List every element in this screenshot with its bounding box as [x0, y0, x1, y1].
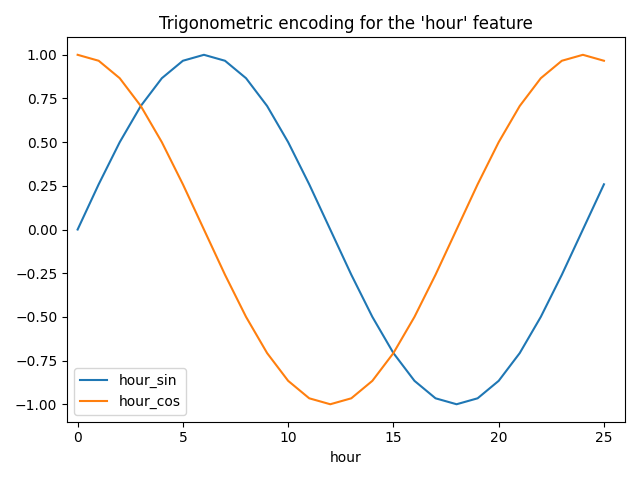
hour_cos — [537, 75, 545, 81]
hour_sin — [600, 181, 608, 187]
hour_sin — [242, 75, 250, 81]
hour_sin — [579, 227, 587, 232]
hour_sin — [348, 272, 355, 277]
hour_sin — [369, 314, 376, 320]
hour_cos — [452, 227, 460, 232]
hour_sin — [74, 227, 81, 232]
hour_sin — [495, 378, 502, 384]
hour_cos — [263, 350, 271, 356]
hour_cos — [116, 75, 124, 81]
hour_cos — [284, 378, 292, 384]
hour_sin — [158, 75, 166, 81]
hour_cos — [305, 396, 313, 401]
hour_sin — [221, 58, 229, 64]
hour_cos — [137, 103, 145, 109]
hour_sin — [411, 378, 419, 384]
hour_sin — [284, 139, 292, 145]
Line: hour_cos: hour_cos — [77, 55, 604, 404]
hour_cos — [516, 103, 524, 109]
hour_cos — [348, 396, 355, 401]
hour_sin — [537, 314, 545, 320]
hour_cos — [74, 52, 81, 58]
hour_sin — [95, 181, 102, 187]
hour_sin — [179, 58, 187, 64]
hour_cos — [474, 181, 481, 187]
hour_cos — [95, 58, 102, 64]
hour_cos — [200, 227, 208, 232]
X-axis label: hour: hour — [330, 451, 362, 465]
hour_cos — [242, 314, 250, 320]
hour_sin — [263, 103, 271, 109]
hour_sin — [558, 272, 566, 277]
hour_cos — [326, 401, 334, 407]
hour_cos — [158, 139, 166, 145]
hour_sin — [326, 227, 334, 232]
hour_cos — [432, 272, 440, 277]
hour_cos — [558, 58, 566, 64]
hour_sin — [137, 103, 145, 109]
Title: Trigonometric encoding for the 'hour' feature: Trigonometric encoding for the 'hour' fe… — [159, 15, 533, 33]
hour_cos — [600, 58, 608, 64]
hour_cos — [495, 139, 502, 145]
hour_cos — [411, 314, 419, 320]
hour_sin — [116, 139, 124, 145]
hour_cos — [221, 272, 229, 277]
hour_cos — [369, 378, 376, 384]
hour_sin — [390, 350, 397, 356]
hour_cos — [579, 52, 587, 58]
hour_sin — [452, 401, 460, 407]
hour_sin — [200, 52, 208, 58]
hour_sin — [305, 181, 313, 187]
hour_cos — [390, 350, 397, 356]
hour_sin — [516, 350, 524, 356]
hour_sin — [474, 396, 481, 401]
Legend: hour_sin, hour_cos: hour_sin, hour_cos — [74, 369, 186, 415]
hour_sin — [432, 396, 440, 401]
Line: hour_sin: hour_sin — [77, 55, 604, 404]
hour_cos — [179, 181, 187, 187]
